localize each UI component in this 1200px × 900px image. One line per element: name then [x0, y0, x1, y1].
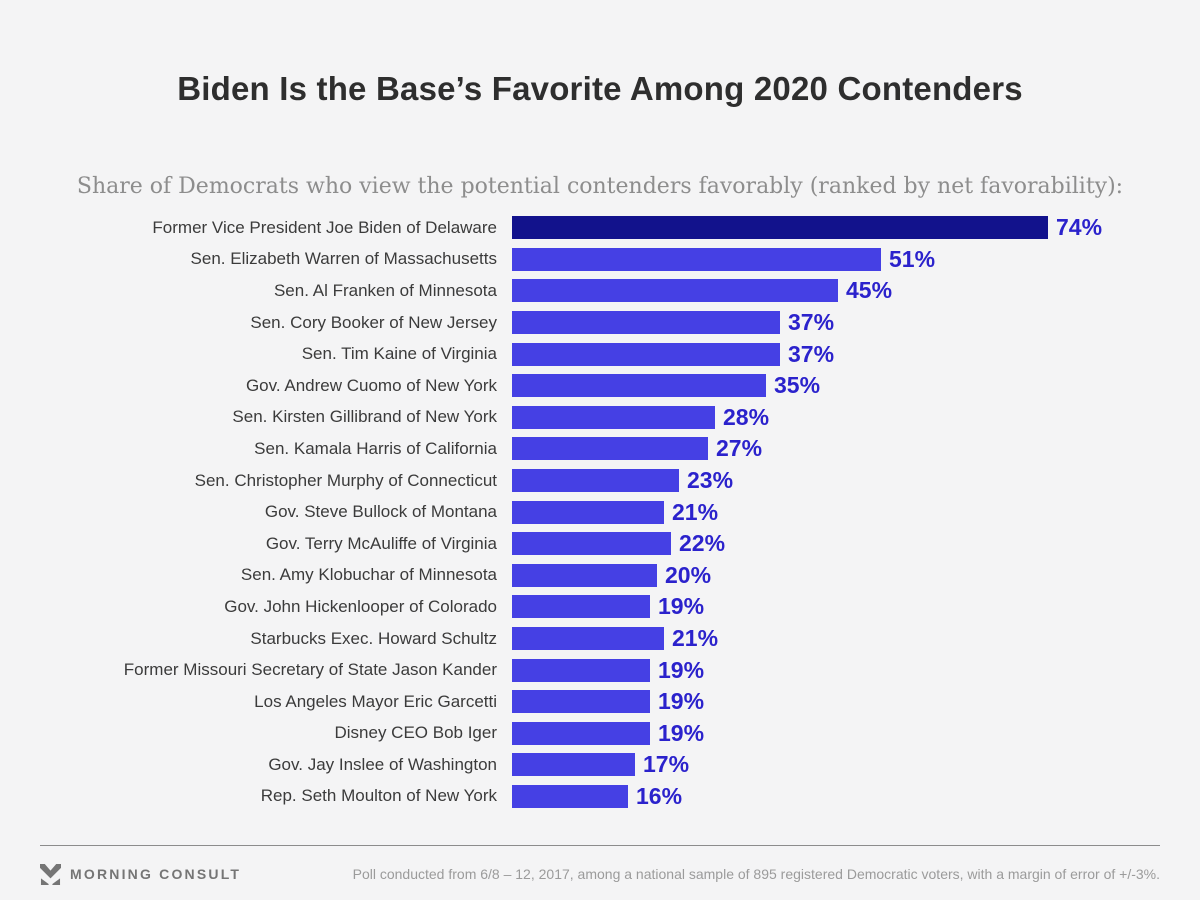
- category-label: Gov. Jay Inslee of Washington: [268, 754, 497, 774]
- chart-row: Sen. Al Franken of Minnesota 45%: [0, 275, 1200, 307]
- category-label: Gov. Terry McAuliffe of Virginia: [265, 533, 497, 553]
- chart-row: Sen. Tim Kaine of Virginia 37%: [0, 338, 1200, 370]
- chart-row: Starbucks Exec. Howard Schultz 21%: [0, 623, 1200, 655]
- chart-row: Sen. Kirsten Gillibrand of New York 28%: [0, 402, 1200, 434]
- chart-row: Sen. Christopher Murphy of Connecticut 23…: [0, 465, 1200, 497]
- value-label: 17%: [643, 751, 690, 778]
- value-label: 19%: [658, 688, 705, 715]
- chart-title: Biden Is the Base’s Favorite Among 2020 …: [177, 70, 1023, 107]
- bar: [512, 342, 780, 366]
- bar: [512, 247, 881, 271]
- value-label: 37%: [788, 340, 835, 367]
- category-label: Rep. Seth Moulton of New York: [260, 786, 497, 806]
- category-label: Sen. Cory Booker of New Jersey: [250, 312, 497, 332]
- chart-row: Former Missouri Secretary of State Jason…: [0, 654, 1200, 686]
- bar-leader: [512, 216, 1048, 240]
- value-label: 21%: [672, 625, 719, 652]
- bar: [512, 405, 715, 429]
- category-label: Sen. Amy Klobuchar of Minnesota: [240, 565, 497, 585]
- bar: [512, 532, 671, 556]
- footer: MORNING CONSULT Poll conducted from 6/8 …: [40, 858, 1160, 890]
- value-label: 45%: [846, 277, 893, 304]
- category-label: Former Missouri Secretary of State Jason…: [123, 660, 497, 680]
- bar: [512, 784, 628, 808]
- bar: [512, 437, 708, 461]
- category-label: Sen. Christopher Murphy of Connecticut: [194, 470, 497, 490]
- morning-consult-m-icon: [40, 863, 61, 885]
- chart-row: Disney CEO Bob Iger 19%: [0, 718, 1200, 750]
- bar: [512, 753, 635, 777]
- brand-logo: MORNING CONSULT: [40, 863, 242, 885]
- chart-subtitle: Share of Democrats who view the potentia…: [76, 174, 1124, 199]
- category-label: Sen. Kamala Harris of California: [254, 438, 497, 458]
- value-label: 51%: [889, 245, 936, 272]
- value-label: 35%: [774, 372, 821, 399]
- chart-row: Former Vice President Joe Biden of Delaw…: [0, 212, 1200, 244]
- bar: [512, 690, 650, 714]
- chart-row: Sen. Kamala Harris of California 27%: [0, 433, 1200, 465]
- footer-divider: [40, 845, 1160, 846]
- bar-chart: Former Vice President Joe Biden of Delaw…: [0, 212, 1200, 812]
- chart-row: Gov. Terry McAuliffe of Virginia 22%: [0, 528, 1200, 560]
- chart-row: Rep. Seth Moulton of New York 16%: [0, 781, 1200, 813]
- value-label: 28%: [723, 403, 770, 430]
- category-label: Former Vice President Joe Biden of Delaw…: [152, 217, 497, 237]
- chart-row: Gov. Steve Bullock of Montana 21%: [0, 496, 1200, 528]
- category-label: Gov. Andrew Cuomo of New York: [245, 375, 497, 395]
- category-label: Starbucks Exec. Howard Schultz: [250, 628, 497, 648]
- category-label: Sen. Al Franken of Minnesota: [273, 280, 497, 300]
- value-label: 22%: [679, 530, 726, 557]
- chart-row: Gov. John Hickenlooper of Colorado 19%: [0, 591, 1200, 623]
- category-label: Gov. Steve Bullock of Montana: [264, 502, 497, 522]
- value-label: 21%: [672, 498, 719, 525]
- bar: [512, 563, 657, 587]
- category-label: Sen. Elizabeth Warren of Massachusetts: [190, 249, 497, 269]
- category-label: Sen. Tim Kaine of Virginia: [301, 344, 497, 364]
- chart-row: Los Angeles Mayor Eric Garcetti 19%: [0, 686, 1200, 718]
- value-label: 16%: [636, 782, 683, 809]
- chart-row: Gov. Jay Inslee of Washington 17%: [0, 749, 1200, 781]
- category-label: Gov. John Hickenlooper of Colorado: [224, 596, 497, 616]
- chart-row: Gov. Andrew Cuomo of New York 35%: [0, 370, 1200, 402]
- bar: [512, 658, 650, 682]
- bar: [512, 469, 679, 493]
- chart-row: Sen. Elizabeth Warren of Massachusetts 51…: [0, 244, 1200, 276]
- value-label: 19%: [658, 719, 705, 746]
- value-label: 23%: [687, 467, 734, 494]
- category-label: Disney CEO Bob Iger: [334, 723, 497, 743]
- bar: [512, 279, 838, 303]
- category-label: Los Angeles Mayor Eric Garcetti: [254, 691, 497, 711]
- bar: [512, 627, 664, 651]
- value-label: 37%: [788, 309, 835, 336]
- value-label: 19%: [658, 656, 705, 683]
- category-label: Sen. Kirsten Gillibrand of New York: [232, 407, 497, 427]
- bar: [512, 595, 650, 619]
- value-label: 27%: [716, 435, 763, 462]
- value-label: 74%: [1056, 214, 1103, 241]
- bar: [512, 500, 664, 524]
- chart-row: Sen. Cory Booker of New Jersey 37%: [0, 307, 1200, 339]
- value-label: 20%: [665, 561, 712, 588]
- chart-row: Sen. Amy Klobuchar of Minnesota 20%: [0, 560, 1200, 592]
- brand-name: MORNING CONSULT: [70, 866, 242, 882]
- bar: [512, 311, 780, 335]
- bar: [512, 374, 766, 398]
- footer-note: Poll conducted from 6/8 – 12, 2017, amon…: [352, 866, 1160, 882]
- bar: [512, 721, 650, 745]
- value-label: 19%: [658, 593, 705, 620]
